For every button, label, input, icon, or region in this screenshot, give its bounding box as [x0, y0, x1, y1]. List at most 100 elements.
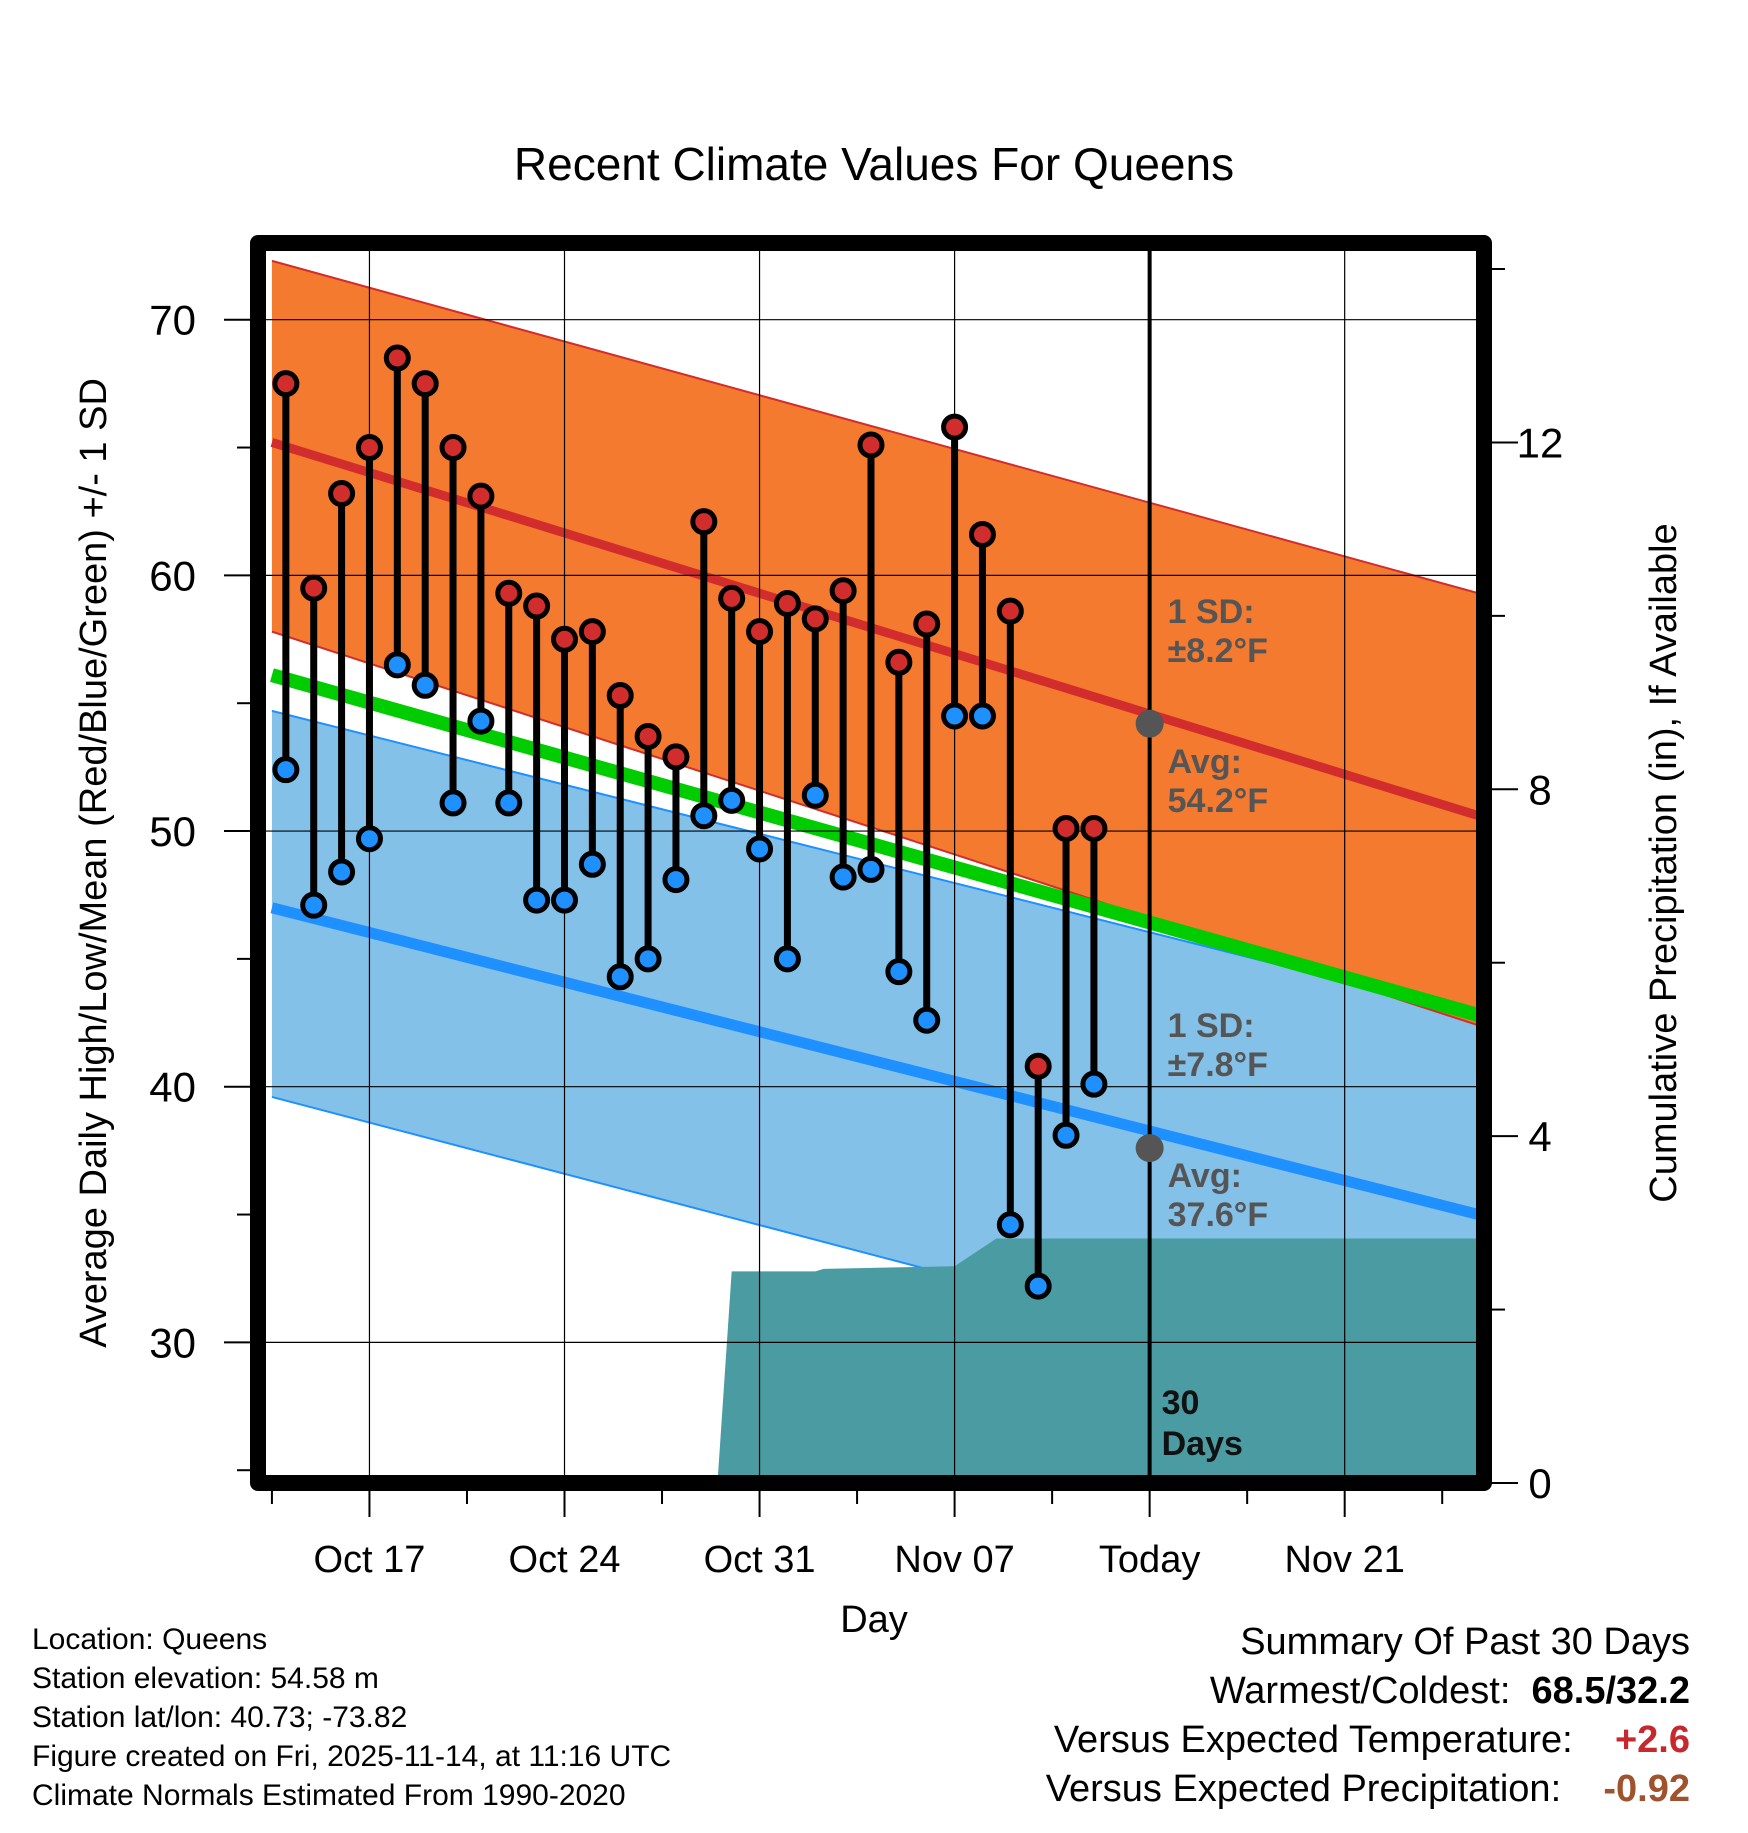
days-word-label: Days [1162, 1425, 1243, 1463]
daily-high-point-2 [300, 574, 328, 602]
info-location: Location: Queens [32, 1623, 268, 1656]
low-sd-value: ±7.8°F [1168, 1046, 1268, 1084]
y-left-tick-label-4: 70 [149, 297, 196, 344]
x-tick-label-2: Oct 31 [704, 1539, 816, 1581]
daily-high-point-10 [523, 592, 551, 620]
x-tick-label-0: Oct 17 [313, 1539, 425, 1581]
x-tick-label-4: Today [1099, 1539, 1200, 1581]
daily-high-point-15 [662, 743, 690, 771]
daily-high-point-23 [885, 648, 913, 676]
daily-low-point-23 [885, 958, 913, 986]
high-avg-value: 54.2°F [1168, 782, 1269, 820]
daily-low-point-18 [746, 835, 774, 863]
daily-low-point-6 [411, 671, 439, 699]
daily-high-point-29 [1052, 814, 1080, 842]
warm-cold-value: 68.5/32.2 [1531, 1670, 1690, 1712]
y-right-tick-label-0: 0 [1528, 1460, 1551, 1507]
daily-low-point-26 [968, 702, 996, 730]
y-left-tick-label-1: 40 [149, 1064, 196, 1111]
precip-area [271, 1238, 1479, 1483]
high-sd-value: ±8.2°F [1168, 632, 1268, 670]
precip-value: -0.92 [1603, 1768, 1690, 1810]
daily-low-point-1 [272, 756, 300, 784]
days-count-label: 30 [1162, 1384, 1200, 1422]
x-tick-label-5: Nov 21 [1284, 1539, 1404, 1581]
daily-low-point-21 [829, 863, 857, 891]
daily-low-point-22 [857, 855, 885, 883]
low-sd-label: 1 SD: [1168, 1007, 1255, 1045]
daily-low-point-4 [355, 825, 383, 853]
y-left-tick-label-2: 50 [149, 808, 196, 855]
y-right-tick-label-2: 8 [1528, 766, 1551, 813]
y-left-tick-label-0: 30 [149, 1319, 196, 1366]
summary-panel: Summary Of Past 30 Days Warmest/Coldest:… [1046, 1618, 1690, 1814]
daily-low-point-27 [996, 1211, 1024, 1239]
plot-area [258, 243, 1484, 1483]
daily-high-point-20 [801, 605, 829, 633]
temp-value: +2.6 [1614, 1719, 1690, 1761]
daily-high-point-24 [913, 610, 941, 638]
high-avg-label: Avg: [1168, 743, 1242, 781]
high-sd-label: 1 SD: [1168, 593, 1255, 631]
daily-high-point-30 [1080, 814, 1108, 842]
daily-high-point-5 [383, 344, 411, 372]
daily-high-point-18 [746, 618, 774, 646]
daily-low-point-11 [551, 886, 578, 914]
daily-high-point-13 [606, 682, 634, 710]
daily-high-point-6 [411, 370, 439, 398]
daily-low-point-19 [773, 945, 801, 973]
chart-title: Recent Climate Values For Queens [514, 138, 1234, 190]
daily-low-point-14 [634, 945, 662, 973]
warm-cold-label: Warmest/Coldest: [1209, 1670, 1511, 1712]
info-created: Figure created on Fri, 2025-11-14, at 11… [32, 1740, 672, 1773]
y-right-tick-label-1: 4 [1528, 1113, 1551, 1160]
summary-temp: Versus Expected Temperature: +2.6 [1046, 1716, 1690, 1765]
daily-high-point-16 [690, 508, 718, 536]
daily-high-point-22 [857, 431, 885, 459]
daily-low-point-5 [383, 651, 411, 679]
summary-title: Summary Of Past 30 Days [1240, 1621, 1690, 1663]
daily-low-point-25 [941, 702, 969, 730]
daily-low-point-13 [606, 963, 634, 991]
daily-low-point-7 [439, 789, 467, 817]
daily-low-point-15 [662, 866, 690, 894]
daily-low-point-8 [467, 707, 495, 735]
precip-label: Versus Expected Precipitation: [1045, 1768, 1562, 1810]
daily-high-point-9 [495, 579, 523, 607]
high-sd-upper-edge [271, 259, 1479, 595]
daily-low-point-29 [1052, 1121, 1080, 1149]
daily-low-point-10 [523, 886, 551, 914]
daily-low-point-20 [801, 781, 829, 809]
x-tick-label-3: Nov 07 [894, 1539, 1014, 1581]
plot-frame [250, 235, 1492, 1491]
y-left-axis-title: Average Daily High/Low/Mean (Red/Blue/Gr… [73, 378, 115, 1348]
daily-high-point-4 [355, 434, 383, 462]
summary-warm-cold: Warmest/Coldest: 68.5/32.2 [1046, 1667, 1690, 1716]
daily-high-point-19 [773, 589, 801, 617]
daily-high-point-8 [467, 482, 495, 510]
low-normal-line [270, 902, 1480, 1220]
daily-low-point-3 [328, 858, 356, 886]
daily-low-point-9 [495, 789, 523, 817]
daily-low-point-24 [913, 1006, 941, 1034]
daily-low-point-28 [1024, 1272, 1052, 1300]
today-high-avg-marker [1135, 709, 1164, 738]
daily-high-point-11 [551, 625, 578, 653]
daily-low-point-30 [1080, 1070, 1108, 1098]
daily-high-point-3 [328, 480, 356, 508]
daily-low-point-17 [718, 786, 746, 814]
daily-high-point-27 [996, 597, 1024, 625]
low-avg-value: 37.6°F [1168, 1196, 1269, 1234]
station-info: Location: Queens Station elevation: 54.5… [32, 1620, 671, 1815]
daily-high-point-26 [968, 520, 996, 548]
daily-high-point-7 [439, 434, 467, 462]
daily-high-point-1 [272, 370, 300, 398]
y-left-tick-label-3: 60 [149, 552, 196, 599]
daily-low-point-2 [300, 891, 328, 919]
info-latlon: Station lat/lon: 40.73; -73.82 [32, 1701, 408, 1734]
x-tick-label-1: Oct 24 [509, 1539, 621, 1581]
summary-precip: Versus Expected Precipitation: -0.92 [1046, 1765, 1690, 1814]
info-normals: Climate Normals Estimated From 1990-2020 [32, 1779, 626, 1812]
